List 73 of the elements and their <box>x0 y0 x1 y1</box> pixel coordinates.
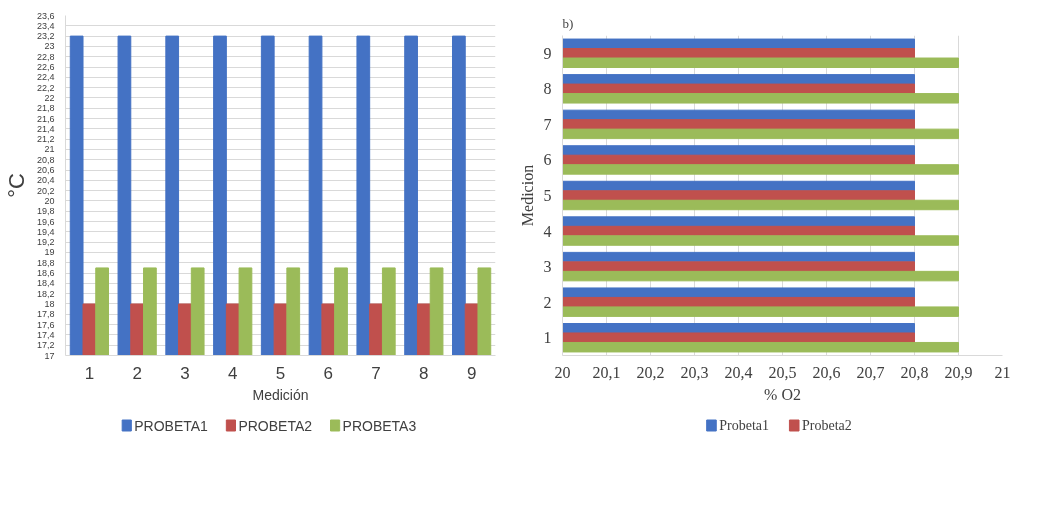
y-tick-label: 22,2 <box>36 82 55 93</box>
y-axis-title: °C <box>3 173 29 198</box>
x-tick-label: 9 <box>466 363 477 383</box>
y-tick-label: 17,6 <box>36 319 55 330</box>
x-tick-label: 20,9 <box>944 363 973 381</box>
y-tick-label: 18,8 <box>36 257 55 268</box>
y-tick-label: 19,8 <box>36 206 55 217</box>
y-tick-label: 19,2 <box>36 237 55 248</box>
y-tick-label: 20,8 <box>36 154 55 165</box>
text: b) <box>562 15 574 31</box>
y-tick-label: 20,4 <box>36 175 55 186</box>
y-axis-title: Medicion <box>518 164 536 227</box>
x-tick-label: 5 <box>275 363 286 383</box>
y-tick-label: 20,6 <box>36 165 55 176</box>
y-tick-label: 23,6 <box>36 10 55 21</box>
y-tick-label: 18,6 <box>36 268 55 279</box>
x-tick-label: 20,6 <box>812 363 841 381</box>
y-tick-label: 22 <box>44 92 55 103</box>
y-tick-label: 23,2 <box>36 31 55 42</box>
y-tick-label: 20,2 <box>36 185 55 196</box>
legend-label: PROBETA3 <box>342 417 417 434</box>
x-tick-label: 20,5 <box>768 363 797 381</box>
y-tick-label: 21,6 <box>36 113 55 124</box>
y-tick-label: 21,8 <box>36 103 55 114</box>
y-tick-label: 17,4 <box>36 329 55 340</box>
legend-label: PROBETA1 <box>134 417 209 434</box>
y-tick-label: 23,4 <box>36 20 55 31</box>
x-tick-label: 7 <box>371 363 381 383</box>
x-tick-label: 20,2 <box>636 363 665 381</box>
y-tick-label: 6 <box>543 151 552 169</box>
y-tick-label: 19,6 <box>36 216 55 227</box>
y-tick-label: 3 <box>543 258 552 276</box>
x-axis-title: % O2 <box>764 385 801 403</box>
y-tick-label: 21,2 <box>36 134 55 145</box>
x-tick-label: 20 <box>554 363 571 381</box>
y-tick-label: 5 <box>543 187 552 204</box>
x-tick-label: 8 <box>419 363 429 383</box>
x-tick-label: 3 <box>180 363 190 383</box>
y-tick-label: 18 <box>44 298 55 309</box>
y-tick-label: 17 <box>44 350 55 361</box>
y-tick-label: 8 <box>543 80 552 98</box>
y-tick-label: 21,4 <box>36 123 55 134</box>
y-tick-label: 18,4 <box>36 278 55 289</box>
legend-label: Probeta2 <box>802 418 852 433</box>
y-tick-label: 20 <box>44 195 55 206</box>
x-tick-label: 20,4 <box>724 363 753 381</box>
x-tick-label: 20,1 <box>592 363 621 381</box>
x-tick-label: 4 <box>227 363 238 383</box>
x-tick-label: 1 <box>84 363 95 383</box>
x-tick-label: 20,7 <box>856 363 885 381</box>
x-tick-label: 20,3 <box>680 363 709 381</box>
y-tick-label: 22,8 <box>36 51 55 62</box>
y-tick-label: 17,8 <box>36 309 55 320</box>
x-axis-title: Medición <box>252 386 309 403</box>
y-tick-label: 19 <box>44 247 55 258</box>
y-tick-label: 18,2 <box>36 288 55 299</box>
y-tick-label: 17,2 <box>36 340 55 351</box>
y-tick-label: 21 <box>44 144 55 155</box>
y-tick-label: 2 <box>543 293 552 311</box>
x-tick-label: 20,8 <box>900 363 929 381</box>
y-tick-label: 9 <box>543 44 552 62</box>
legend-label: Probeta1 <box>719 418 770 433</box>
y-tick-label: 22,6 <box>36 62 55 73</box>
x-tick-label: 6 <box>323 363 334 383</box>
legend-label: PROBETA2 <box>238 417 313 434</box>
y-tick-label: 7 <box>543 115 552 133</box>
y-tick-label: 22,4 <box>36 72 55 83</box>
y-tick-label: 4 <box>543 222 552 240</box>
x-tick-label: 2 <box>132 363 142 383</box>
x-tick-label: 21 <box>994 363 1011 381</box>
y-tick-label: 19,4 <box>36 226 55 237</box>
y-tick-label: 23 <box>44 41 55 52</box>
y-tick-label: 1 <box>543 329 552 347</box>
